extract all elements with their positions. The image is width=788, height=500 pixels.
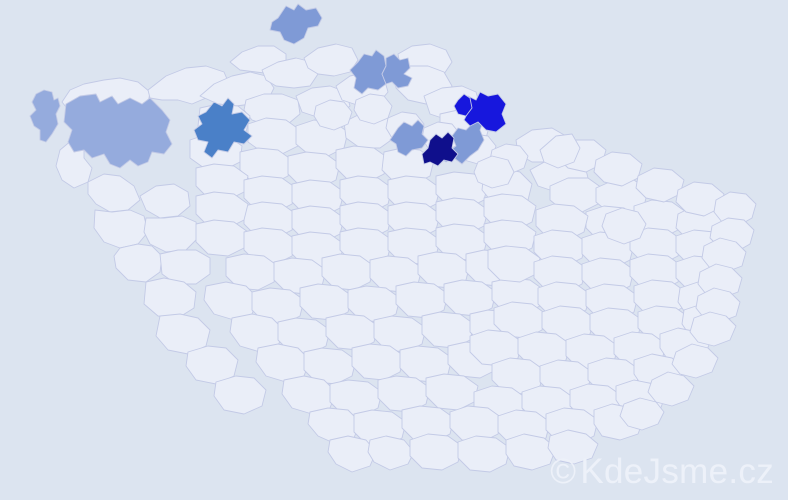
district-base[interactable] xyxy=(329,379,383,417)
district-base[interactable] xyxy=(347,285,401,323)
base-districts-layer xyxy=(55,43,757,473)
district-base[interactable] xyxy=(629,253,683,291)
district-base[interactable] xyxy=(671,343,719,379)
district-base[interactable] xyxy=(113,243,163,283)
district-base[interactable] xyxy=(139,183,191,219)
district-base[interactable] xyxy=(505,433,557,471)
district-base[interactable] xyxy=(93,209,149,249)
district-base[interactable] xyxy=(697,263,743,299)
district-base[interactable] xyxy=(143,215,199,253)
district-base[interactable] xyxy=(539,133,581,169)
district-base[interactable] xyxy=(449,405,503,443)
district-karlovy-vary[interactable] xyxy=(63,93,173,169)
district-base[interactable] xyxy=(277,317,331,355)
district-base[interactable] xyxy=(401,405,455,443)
district-base[interactable] xyxy=(581,257,635,295)
district-base[interactable] xyxy=(493,301,547,339)
district-nachod-west-lobe[interactable] xyxy=(453,93,473,117)
district-base[interactable] xyxy=(533,255,587,293)
district-base[interactable] xyxy=(377,375,431,413)
district-base[interactable] xyxy=(143,277,197,319)
district-base[interactable] xyxy=(517,331,571,369)
district-base[interactable] xyxy=(689,311,737,347)
district-base[interactable] xyxy=(325,313,379,351)
district-base[interactable] xyxy=(647,371,695,407)
district-base[interactable] xyxy=(299,283,353,321)
district-base[interactable] xyxy=(353,409,407,447)
highlighted-districts-layer xyxy=(29,3,507,169)
district-base[interactable] xyxy=(303,347,357,385)
district-base[interactable] xyxy=(425,373,479,411)
district-base[interactable] xyxy=(351,343,405,381)
district-base[interactable] xyxy=(701,237,747,273)
district-cheb[interactable] xyxy=(29,89,61,143)
district-base[interactable] xyxy=(473,155,515,189)
district-base[interactable] xyxy=(619,397,665,431)
district-base[interactable] xyxy=(713,191,757,227)
district-base[interactable] xyxy=(155,313,211,355)
district-base[interactable] xyxy=(533,229,587,267)
district-base[interactable] xyxy=(225,253,279,291)
district-base[interactable] xyxy=(321,253,375,291)
district-base[interactable] xyxy=(87,173,141,213)
district-base[interactable] xyxy=(287,151,341,189)
district-jicin[interactable] xyxy=(389,119,429,157)
district-base[interactable] xyxy=(483,219,537,257)
district-base[interactable] xyxy=(261,57,319,89)
district-decin[interactable] xyxy=(269,3,323,45)
district-base[interactable] xyxy=(443,279,497,317)
district-base[interactable] xyxy=(367,435,415,471)
district-base[interactable] xyxy=(395,281,449,319)
district-base[interactable] xyxy=(373,315,427,353)
district-louny[interactable] xyxy=(193,97,253,159)
district-jablonec[interactable] xyxy=(381,53,413,89)
district-base[interactable] xyxy=(327,435,377,473)
district-base[interactable] xyxy=(469,329,523,367)
district-base[interactable] xyxy=(313,99,353,131)
district-base[interactable] xyxy=(353,93,393,125)
district-nachod[interactable] xyxy=(461,91,507,133)
district-rychnov[interactable] xyxy=(421,131,459,167)
district-base[interactable] xyxy=(185,345,239,385)
district-base[interactable] xyxy=(547,429,599,465)
district-base[interactable] xyxy=(629,227,683,265)
district-base[interactable] xyxy=(409,433,463,471)
district-base[interactable] xyxy=(213,375,267,415)
district-base[interactable] xyxy=(159,249,211,285)
district-base[interactable] xyxy=(601,207,647,245)
district-base[interactable] xyxy=(195,191,249,229)
district-base[interactable] xyxy=(335,145,389,183)
district-base[interactable] xyxy=(195,219,249,257)
district-base[interactable] xyxy=(457,435,511,473)
district-base[interactable] xyxy=(541,305,595,343)
district-base[interactable] xyxy=(251,287,305,325)
